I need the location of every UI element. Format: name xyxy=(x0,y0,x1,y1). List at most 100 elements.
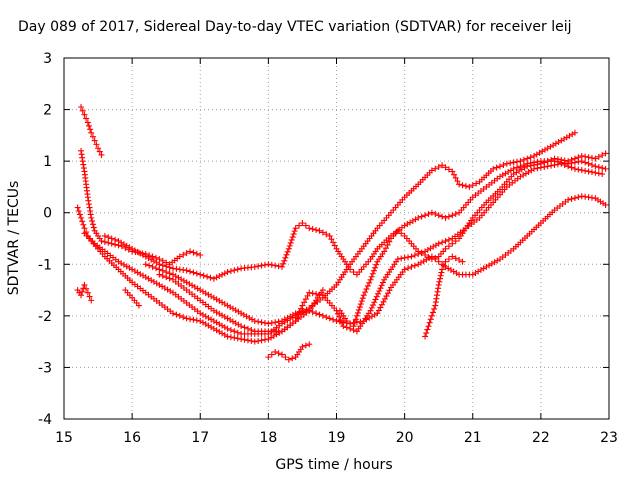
data-point xyxy=(159,272,166,279)
data-point xyxy=(374,310,381,317)
data-point xyxy=(302,296,309,303)
data-point xyxy=(452,174,459,181)
data-point xyxy=(190,269,197,276)
data-point xyxy=(454,178,461,185)
data-point xyxy=(405,254,412,261)
data-point xyxy=(360,292,367,299)
data-point xyxy=(351,319,358,326)
data-point xyxy=(412,216,419,223)
data-point xyxy=(200,272,207,279)
data-point xyxy=(219,271,226,278)
data-point xyxy=(292,225,299,232)
data-point xyxy=(261,319,268,326)
data-point xyxy=(148,277,155,284)
data-point xyxy=(386,287,393,294)
data-point xyxy=(520,162,527,169)
data-point xyxy=(210,294,217,301)
data-point xyxy=(199,288,206,295)
data-point xyxy=(118,260,125,267)
data-point xyxy=(547,143,554,150)
data-point xyxy=(163,269,170,276)
data-point xyxy=(459,258,466,265)
data-point xyxy=(432,165,439,172)
data-point xyxy=(432,254,439,261)
data-point xyxy=(554,161,561,168)
data-point xyxy=(167,288,174,295)
data-point xyxy=(415,214,422,221)
data-point xyxy=(265,320,272,327)
data-point xyxy=(357,301,364,308)
data-point xyxy=(161,285,168,292)
data-point xyxy=(213,309,220,316)
data-point xyxy=(525,168,532,175)
data-point xyxy=(299,343,306,350)
data-point xyxy=(566,132,573,139)
data-point xyxy=(281,257,288,264)
data-point xyxy=(398,230,405,237)
data-point xyxy=(299,308,306,315)
data-point xyxy=(368,313,375,320)
data-point xyxy=(527,154,534,161)
data-point xyxy=(438,269,445,276)
data-point xyxy=(81,281,88,288)
data-point xyxy=(347,325,354,332)
data-point xyxy=(224,315,231,322)
data-point xyxy=(84,289,91,296)
data-point xyxy=(330,316,337,323)
data-point xyxy=(285,245,292,252)
data-point xyxy=(205,291,212,298)
data-point xyxy=(205,314,212,321)
data-point xyxy=(202,321,209,328)
x-tick-label: 23 xyxy=(600,430,618,446)
data-point xyxy=(255,263,262,270)
data-point xyxy=(462,183,469,190)
data-point xyxy=(234,329,241,336)
data-point xyxy=(83,285,90,292)
data-point xyxy=(531,152,538,159)
data-point xyxy=(571,155,578,162)
data-point xyxy=(422,212,429,219)
data-point xyxy=(592,163,599,170)
data-point xyxy=(197,287,204,294)
data-point xyxy=(333,318,340,325)
data-point xyxy=(369,270,376,277)
data-point xyxy=(602,150,609,157)
data-point xyxy=(568,195,575,202)
data-point xyxy=(238,336,245,343)
data-point xyxy=(268,351,275,358)
data-point xyxy=(261,261,268,268)
data-point xyxy=(432,211,439,218)
data-point xyxy=(283,251,290,258)
data-point xyxy=(565,158,572,165)
data-point xyxy=(592,155,599,162)
data-point xyxy=(394,227,401,234)
data-point xyxy=(439,162,446,169)
data-point xyxy=(420,258,427,265)
data-point xyxy=(323,314,330,321)
data-point xyxy=(84,119,91,126)
data-point xyxy=(452,211,459,218)
data-point xyxy=(275,318,282,325)
data-point xyxy=(452,238,459,245)
data-point xyxy=(445,256,452,263)
data-point xyxy=(187,316,194,323)
data-point xyxy=(599,165,606,172)
data-point xyxy=(265,261,272,268)
data-point xyxy=(156,256,163,263)
data-point xyxy=(299,220,306,227)
series-track-e xyxy=(101,158,609,282)
data-point xyxy=(520,156,527,163)
series-track-g xyxy=(142,193,609,327)
data-point xyxy=(428,312,435,319)
data-point xyxy=(304,292,311,299)
data-point xyxy=(552,140,559,147)
data-point xyxy=(261,336,268,343)
data-point xyxy=(231,334,238,341)
data-point xyxy=(258,337,265,344)
data-point xyxy=(539,148,546,155)
data-point xyxy=(197,252,204,259)
data-point xyxy=(430,243,437,250)
data-point xyxy=(382,245,389,252)
data-point xyxy=(78,147,85,154)
data-point xyxy=(456,256,463,263)
